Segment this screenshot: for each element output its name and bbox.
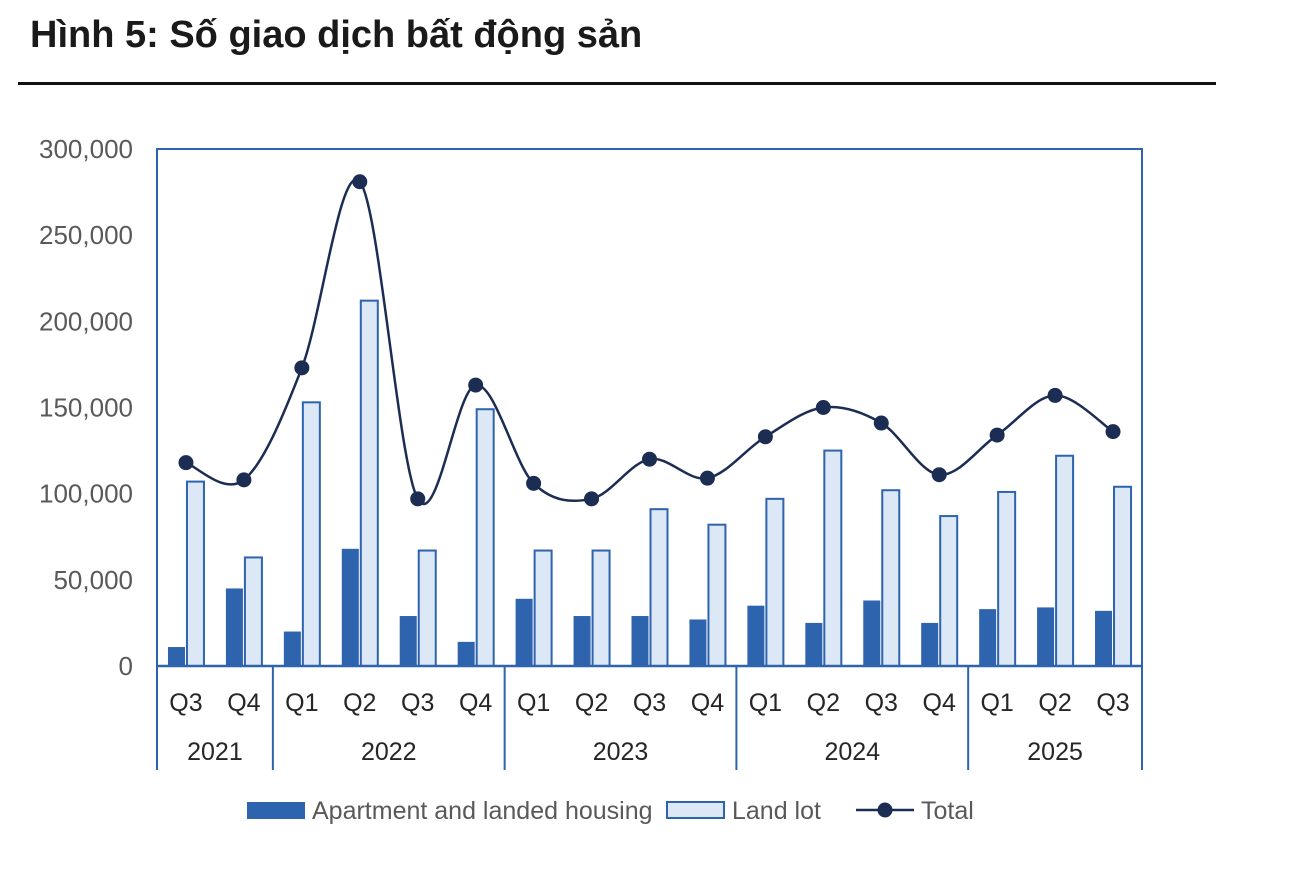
x-tick-label: Q3 bbox=[633, 689, 666, 717]
y-tick-label: 100,000 bbox=[39, 479, 133, 509]
x-axis-categories: Q3 Q4 Q1 Q2 Q3 Q4 Q1 Q2 Q3 Q4 Q1 Q2 Q3 Q4 Q1 Q2 Q3 2021 20… bbox=[169, 689, 1129, 766]
legend-label-total: Total bbox=[921, 797, 974, 825]
total-point bbox=[236, 472, 252, 488]
bar-apartment bbox=[283, 631, 301, 666]
bar-land-lot bbox=[707, 523, 727, 667]
x-tick-label: Q2 bbox=[1038, 689, 1071, 717]
x-tick-label: Q1 bbox=[285, 689, 318, 717]
x-tick-label: Q3 bbox=[1096, 689, 1129, 717]
bar-land-lot bbox=[649, 508, 669, 667]
x-tick-label: Q2 bbox=[807, 689, 840, 717]
x-tick-label: Q3 bbox=[401, 689, 434, 717]
bar-land-lot bbox=[591, 549, 611, 668]
x-tick-label: Q4 bbox=[227, 689, 260, 717]
total-point bbox=[584, 491, 600, 507]
bar-apartment bbox=[747, 605, 765, 666]
bar-apartment bbox=[863, 600, 881, 666]
x-tick-label: Q1 bbox=[749, 689, 782, 717]
y-tick-label: 150,000 bbox=[39, 393, 133, 423]
legend: Apartment and landed housing Land lot Tota… bbox=[247, 797, 974, 825]
bar-apartment bbox=[399, 616, 417, 666]
year-label: 2025 bbox=[1027, 738, 1083, 766]
bar-land-lot bbox=[881, 489, 901, 667]
bar-land-lot bbox=[475, 408, 495, 667]
legend-label-land-lot: Land lot bbox=[732, 797, 821, 825]
total-point bbox=[699, 470, 715, 486]
total-point bbox=[989, 427, 1005, 443]
x-tick-label: Q2 bbox=[575, 689, 608, 717]
y-tick-label: 300,000 bbox=[39, 134, 133, 164]
bar-apartment bbox=[979, 609, 997, 666]
bar-land-lot bbox=[243, 556, 263, 667]
total-point bbox=[873, 415, 889, 431]
bar-land-lot bbox=[1055, 454, 1075, 667]
legend-swatch-land-lot bbox=[666, 801, 725, 819]
total-point bbox=[757, 429, 773, 445]
bar-apartment bbox=[1037, 607, 1055, 666]
bar-apartment bbox=[1095, 610, 1113, 666]
bar-apartment bbox=[341, 548, 359, 666]
bar-land-lot bbox=[301, 401, 321, 667]
y-tick-label: 50,000 bbox=[53, 565, 133, 595]
year-label: 2023 bbox=[593, 738, 649, 766]
total-line bbox=[178, 174, 1121, 507]
x-tick-label: Q4 bbox=[459, 689, 492, 717]
x-tick-label: Q2 bbox=[343, 689, 376, 717]
x-tick-label: Q4 bbox=[691, 689, 724, 717]
bar-apartment bbox=[921, 622, 939, 666]
bar-apartment bbox=[167, 647, 185, 666]
bar-land-lot bbox=[533, 549, 553, 668]
plot-frame bbox=[156, 148, 1143, 770]
bar-apartment bbox=[805, 622, 823, 666]
legend-swatch-apartment bbox=[247, 802, 305, 819]
total-point bbox=[352, 174, 368, 190]
year-label: 2022 bbox=[361, 738, 417, 766]
bar-apartment bbox=[225, 588, 243, 666]
total-point bbox=[294, 360, 310, 376]
legend-swatch-total-marker bbox=[877, 802, 893, 818]
total-point bbox=[931, 467, 947, 483]
x-tick-label: Q4 bbox=[923, 689, 956, 717]
y-tick-label: 0 bbox=[119, 651, 133, 681]
total-point bbox=[178, 455, 194, 471]
bar-land-lot bbox=[997, 490, 1017, 667]
y-tick-label: 200,000 bbox=[39, 306, 133, 336]
bar-apartment bbox=[573, 616, 591, 666]
bar-land-lot bbox=[823, 449, 843, 668]
bar-land-lot bbox=[1113, 485, 1133, 668]
x-tick-label: Q3 bbox=[865, 689, 898, 717]
bar-apartment bbox=[457, 641, 475, 666]
total-point bbox=[410, 491, 426, 507]
year-label: 2024 bbox=[824, 738, 880, 766]
y-tick-label: 250,000 bbox=[39, 220, 133, 250]
figure-title: Hình 5: Số giao dịch bất động sản bbox=[30, 14, 643, 56]
title-rule bbox=[18, 82, 1216, 85]
total-point bbox=[642, 451, 657, 467]
bar-apartment bbox=[689, 619, 707, 666]
bar-apartment bbox=[515, 598, 533, 666]
x-tick-label: Q1 bbox=[980, 689, 1013, 717]
legend-label-apartment: Apartment and landed housing bbox=[312, 797, 653, 825]
bar-land-lot bbox=[185, 480, 205, 667]
total-point bbox=[1047, 387, 1063, 403]
total-point bbox=[1105, 424, 1121, 440]
bars bbox=[167, 299, 1133, 668]
bar-land-lot bbox=[359, 299, 379, 667]
x-tick-label: Q1 bbox=[517, 689, 550, 717]
bar-land-lot bbox=[939, 515, 959, 667]
y-axis-ticks: 0 50,000 100,000 150,000 200,000 250,000 300,0… bbox=[39, 134, 133, 681]
year-label: 2021 bbox=[187, 738, 243, 766]
bar-apartment bbox=[631, 616, 649, 666]
total-point bbox=[468, 377, 484, 393]
total-point bbox=[526, 475, 542, 491]
total-point bbox=[815, 400, 831, 415]
bar-land-lot bbox=[417, 549, 437, 668]
x-tick-label: Q3 bbox=[169, 689, 202, 717]
bar-land-lot bbox=[765, 497, 785, 667]
